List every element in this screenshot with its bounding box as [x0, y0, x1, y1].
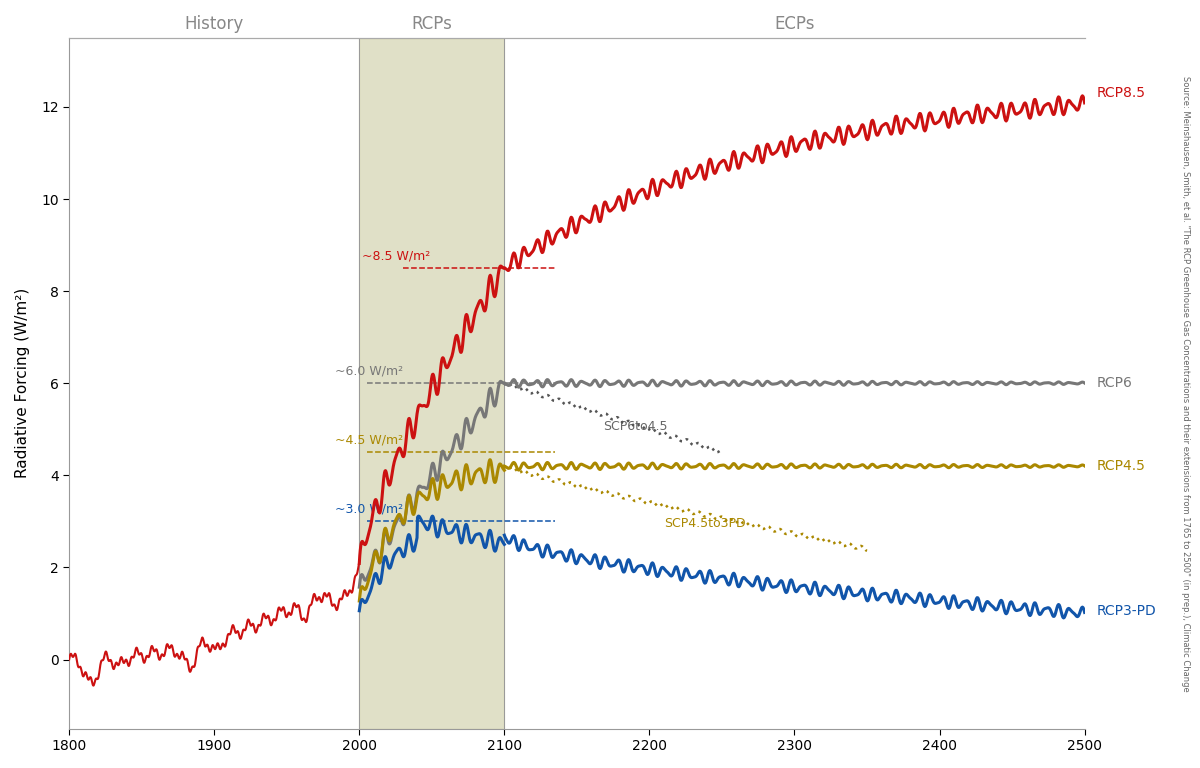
Text: RCP8.5: RCP8.5	[1097, 86, 1145, 100]
Text: SCP4.5to3PD: SCP4.5to3PD	[664, 517, 745, 530]
Bar	[359, 38, 504, 729]
Text: SCP6to4.5: SCP6to4.5	[602, 420, 667, 433]
Text: ~3.0 W/m²: ~3.0 W/m²	[335, 503, 403, 516]
Text: Source: Meinshausen, Smith, et al. "The RCP Greenhouse Gas Concentrations and th: Source: Meinshausen, Smith, et al. "The …	[1182, 76, 1190, 692]
Text: RCP3-PD: RCP3-PD	[1097, 604, 1156, 618]
Text: ~4.5 W/m²: ~4.5 W/m²	[335, 434, 403, 447]
Text: RCP6: RCP6	[1097, 376, 1132, 390]
Y-axis label: Radiative Forcing (W/m²): Radiative Forcing (W/m²)	[14, 288, 30, 478]
Text: RCP4.5: RCP4.5	[1097, 459, 1145, 473]
Text: ~8.5 W/m²: ~8.5 W/m²	[362, 250, 431, 263]
Text: ~6.0 W/m²: ~6.0 W/m²	[335, 365, 403, 378]
